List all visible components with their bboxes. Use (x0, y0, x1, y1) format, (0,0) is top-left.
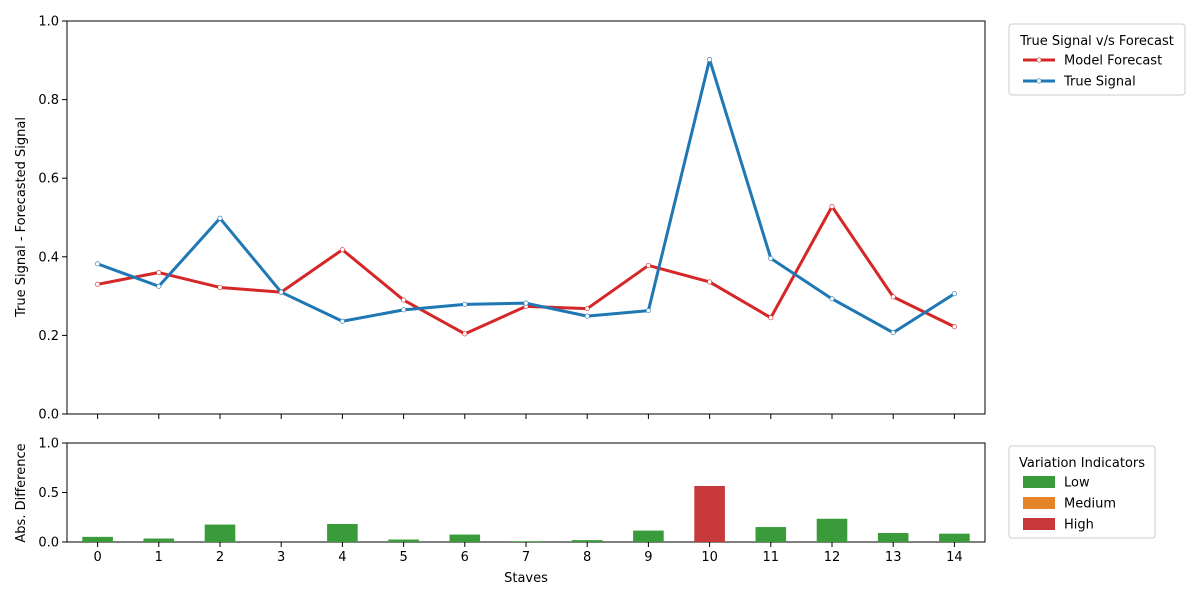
top-legend-box (1008, 23, 1186, 96)
bar-2 (204, 524, 236, 542)
bottom-y-axis-label: Abs. Difference (14, 443, 29, 542)
series-0-point (584, 306, 590, 312)
series-0-point (339, 247, 345, 253)
bottom-x-tick-label: 13 (885, 550, 902, 565)
series-1-point (339, 318, 345, 324)
bottom-y-tick-label: 1.0 (38, 437, 59, 452)
series-1-point (401, 307, 407, 313)
series-1-point (523, 300, 529, 306)
top-y-tick-label: 0.6 (38, 172, 59, 187)
bottom-y-tick-label: 0.5 (38, 486, 59, 501)
legend-swatch (1023, 497, 1055, 509)
bottom-x-tick-label: 3 (277, 550, 285, 565)
bar-1 (143, 538, 175, 542)
top-legend: True Signal v/s Forecast Model Forecast T… (1008, 23, 1186, 96)
series-0-point (951, 324, 957, 330)
bar-4 (327, 523, 358, 542)
bottom-x-tick-label: 8 (583, 550, 591, 565)
series-1-point (462, 301, 468, 307)
bar-9 (633, 530, 664, 542)
bottom-x-tick-label: 14 (946, 550, 963, 565)
top-y-tick-label: 0.4 (38, 250, 59, 265)
bottom-x-tick-label: 4 (338, 550, 346, 565)
legend-label: Model Forecast (1064, 54, 1162, 69)
series-0-point (768, 315, 774, 321)
bar-7 (510, 541, 542, 542)
top-y-tick-label: 1.0 (38, 15, 59, 30)
bottom-x-tick-label: 0 (93, 550, 101, 565)
bar-8 (571, 540, 603, 542)
series-1-point (829, 296, 835, 302)
series-1-point (217, 215, 223, 221)
series-1-point (645, 308, 651, 314)
bar-0 (82, 536, 113, 542)
legend-label: True Signal (1063, 75, 1136, 90)
bottom-x-tick-label: 12 (824, 550, 841, 565)
legend-label: Medium (1064, 497, 1116, 512)
legend-marker (1036, 78, 1042, 84)
bottom-x-axis-label: Staves (504, 571, 548, 586)
series-1-point (707, 57, 713, 63)
series-0-point (156, 270, 162, 276)
difference-bar-chart: 0.00.51.0 0 1 2 3 4 5 6 7 8 9 10 11 12 13 14 Abs. Diff… (14, 437, 1156, 586)
series-1-point (95, 261, 101, 267)
bottom-x-tick-label: 9 (644, 550, 652, 565)
bottom-x-tick-label: 2 (216, 550, 224, 565)
bottom-x-tick-label: 11 (763, 550, 780, 565)
series-0-point (829, 203, 835, 209)
bar-14 (939, 533, 970, 542)
top-y-tick-label: 0.8 (38, 93, 59, 108)
bottom-legend-items: Low Medium High (1023, 476, 1116, 533)
bottom-y-ticks: 0.0 0.5 1.0 (38, 437, 67, 551)
top-series-lines (95, 57, 957, 337)
bar-13 (877, 532, 909, 542)
bottom-legend-box (1008, 445, 1156, 539)
series-1-point (156, 283, 162, 289)
series-1-point (768, 255, 774, 261)
bar-6 (449, 534, 481, 542)
bottom-x-tick-label: 1 (155, 550, 163, 565)
series-1-point (951, 291, 957, 297)
legend-marker (1036, 57, 1042, 63)
series-0-point (707, 279, 713, 285)
bottom-legend-title: Variation Indicators (1019, 456, 1145, 471)
bottom-x-tick-label: 10 (701, 550, 718, 565)
bottom-x-tick-label: 5 (399, 550, 407, 565)
legend-label: Low (1064, 476, 1090, 491)
forecast-line-chart: 0.0 0.2 0.4 0.6 0.8 1.0 True Signal - Forecas… (14, 15, 1186, 423)
series-1-point (584, 313, 590, 319)
series-0-point (95, 281, 101, 287)
top-y-tick-label: 0.0 (38, 408, 59, 423)
series-0-point (462, 331, 468, 337)
top-y-axis-label: True Signal - Forecasted Signal (14, 117, 29, 318)
series-0-point (890, 294, 896, 300)
bottom-bars (82, 485, 970, 542)
legend-swatch (1023, 518, 1055, 530)
bar-5 (388, 539, 419, 542)
bar-12 (816, 518, 848, 542)
legend-label: High (1064, 518, 1094, 533)
bar-11 (755, 527, 787, 542)
bar-10 (694, 485, 725, 542)
top-x-ticks (97, 414, 955, 419)
bottom-y-tick-label: 0.0 (38, 536, 59, 551)
series-1-point (278, 289, 284, 295)
top-y-tick-label: 0.2 (38, 329, 59, 344)
series-0-point (401, 297, 407, 303)
legend-swatch (1023, 476, 1055, 488)
top-plot-area (66, 20, 986, 415)
top-y-ticks: 0.0 0.2 0.4 0.6 0.8 1.0 (38, 15, 67, 423)
bottom-x-tick-label: 7 (522, 550, 530, 565)
bottom-x-ticks: 0 1 2 3 4 5 6 7 8 9 10 11 12 13 14 (93, 542, 963, 565)
bottom-legend: Variation Indicators Low Medium High (1008, 445, 1156, 539)
series-0-point (217, 284, 223, 290)
top-legend-items: Model Forecast True Signal (1023, 54, 1162, 90)
series-0-point (645, 262, 651, 268)
series-1-point (890, 330, 896, 336)
top-legend-title: True Signal v/s Forecast (1019, 34, 1174, 49)
bottom-x-tick-label: 6 (461, 550, 469, 565)
